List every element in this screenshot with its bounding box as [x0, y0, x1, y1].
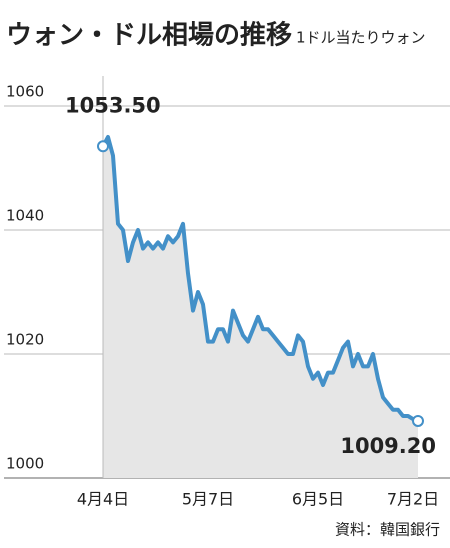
- source: 資料：韓国銀行: [335, 521, 440, 539]
- line: [101, 135, 419, 423]
- value-label: 1009.20: [340, 434, 436, 458]
- chart-subtitle: 1ドル当たりウォン: [296, 29, 426, 47]
- y-tick-label: 1040: [6, 207, 44, 225]
- x-tick-label: 5月7日: [182, 490, 234, 509]
- x-tick-label: 7月2日: [387, 490, 439, 509]
- value-label: 1053.50: [65, 93, 161, 117]
- y-tick-label: 1060: [6, 83, 44, 101]
- x-tick-label: 4月4日: [77, 490, 129, 509]
- y-tick-label: 1000: [6, 455, 44, 473]
- end-marker: [412, 414, 424, 427]
- chart-title: ウォン・ドル相場の推移: [6, 21, 292, 51]
- end-marker: [97, 140, 109, 153]
- y-tick-label: 1020: [6, 331, 44, 349]
- x-tick-label: 6月5日: [292, 490, 344, 509]
- area: [103, 137, 418, 478]
